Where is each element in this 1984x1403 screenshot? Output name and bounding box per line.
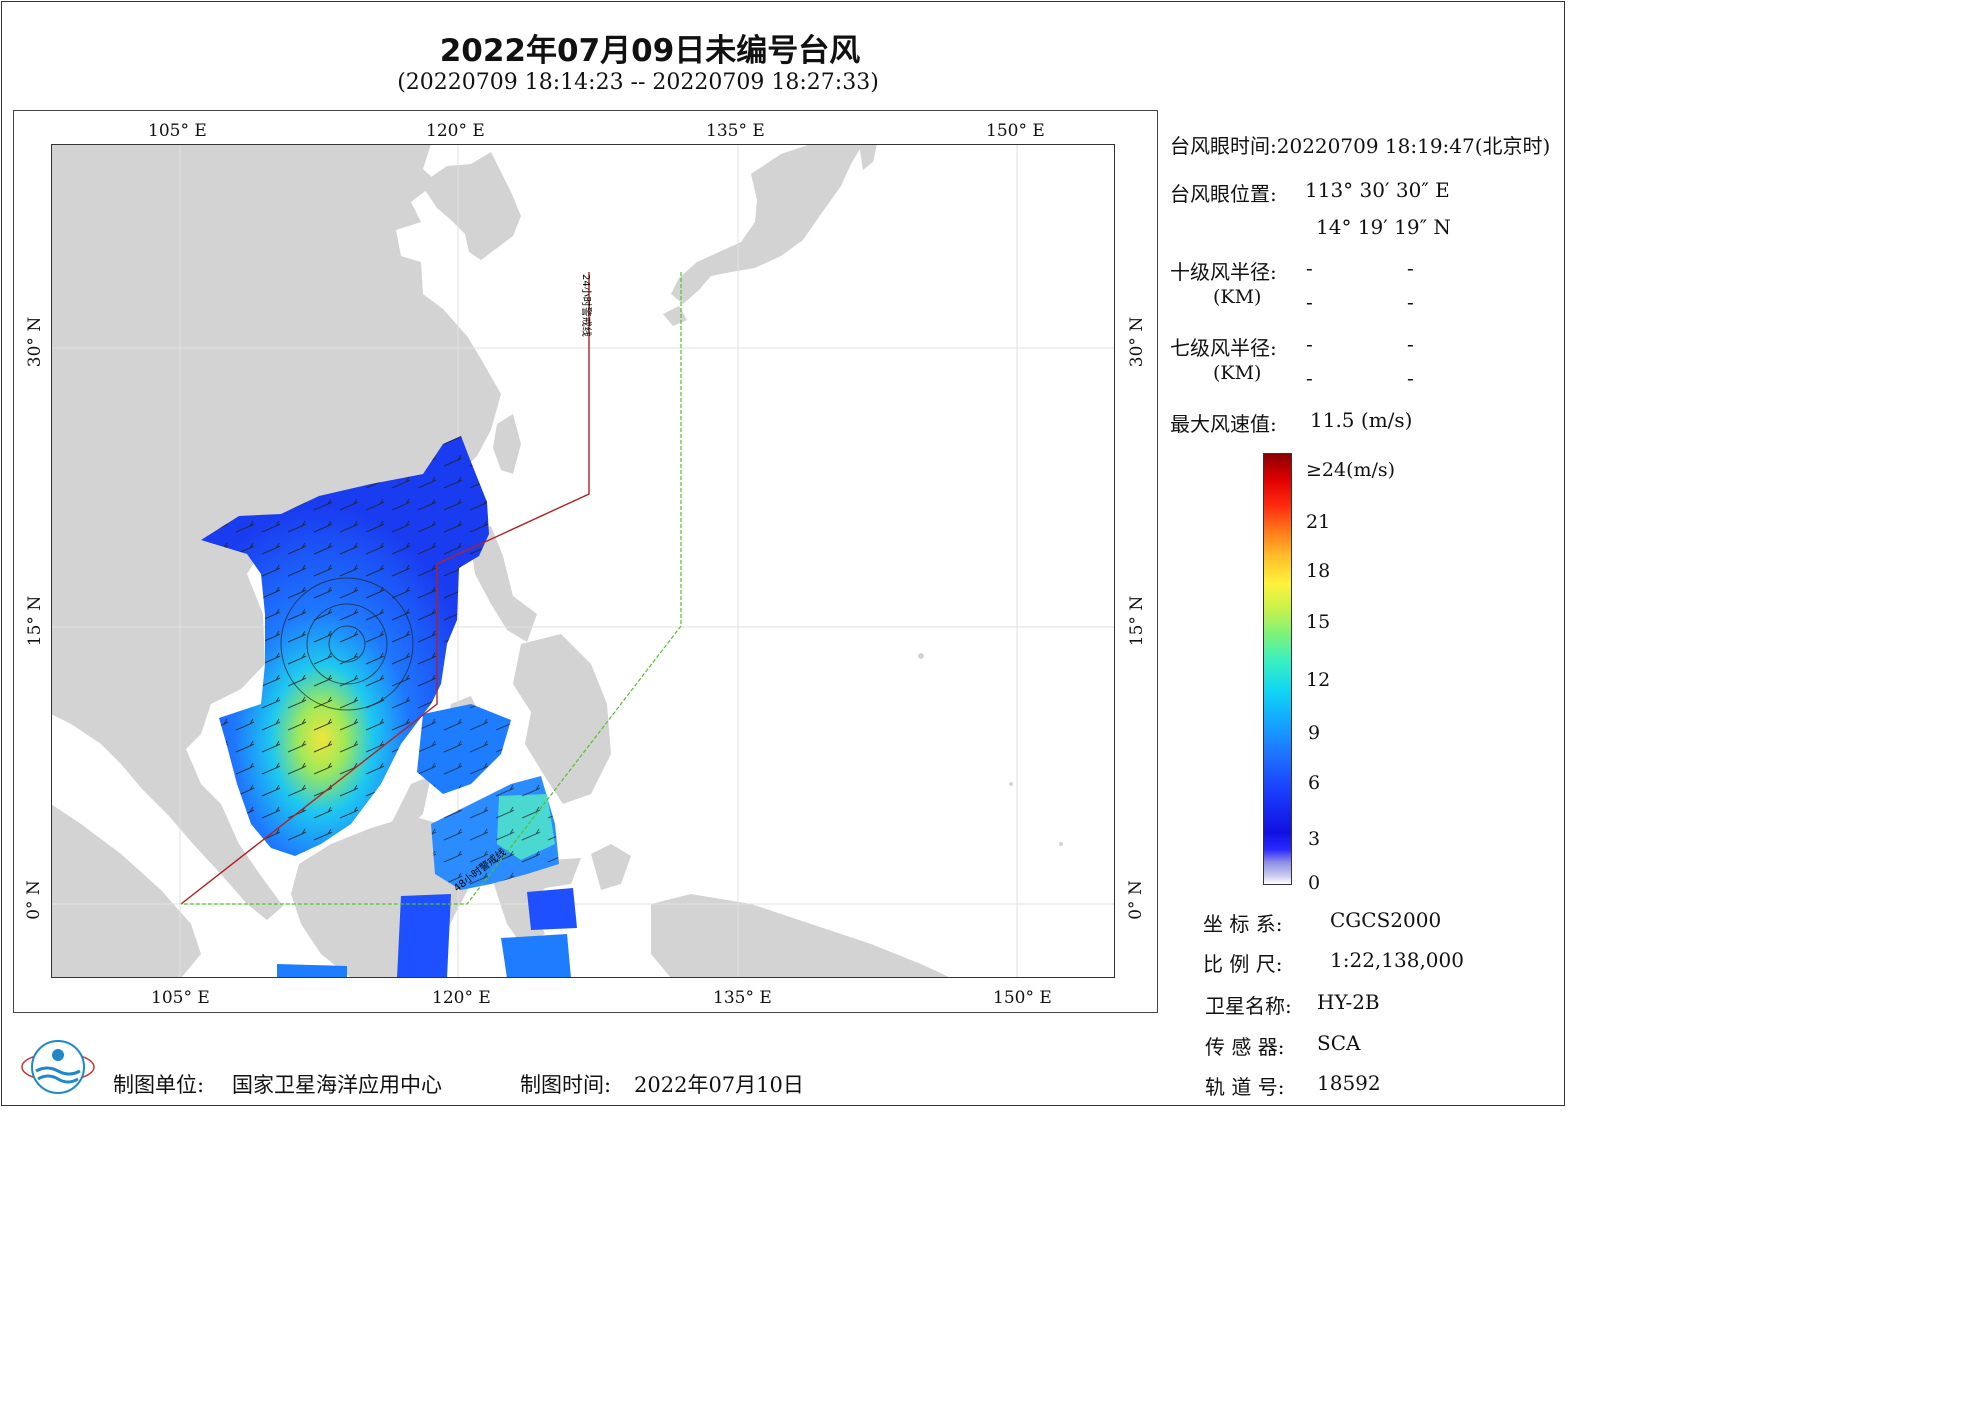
sensor-value: SCA: [1317, 1031, 1361, 1055]
wind-speed-colorbar: [1263, 453, 1292, 885]
scale-value: 1:22,138,000: [1330, 948, 1464, 972]
org-label: 制图单位:: [113, 1073, 205, 1097]
bottom-lon-label: 135° E: [713, 988, 772, 1008]
max-wind-value: 11.5 (m/s): [1310, 408, 1413, 432]
org-value: 国家卫星海洋应用中心: [232, 1073, 442, 1097]
r10-value: -: [1306, 290, 1313, 314]
scale-label: 比 例 尺:: [1203, 952, 1283, 976]
r7-value: -: [1306, 366, 1313, 390]
r7-value: -: [1407, 332, 1414, 356]
bottom-lon-label: 150° E: [993, 988, 1052, 1008]
colorbar-label: 0: [1308, 872, 1321, 894]
warning-line-24h: [180, 272, 590, 905]
eye-position-label: 台风眼位置:: [1170, 182, 1277, 206]
left-lat-label: 0° N: [23, 880, 44, 920]
r7-label: 七级风半径:: [1170, 336, 1277, 360]
right-lat-label: 0° N: [1125, 880, 1146, 920]
r10-label: 十级风半径:: [1170, 260, 1277, 284]
r7-value: -: [1306, 332, 1313, 356]
top-lon-label: 135° E: [706, 121, 765, 141]
orbit-value: 18592: [1317, 1071, 1381, 1095]
top-lon-label: 105° E: [148, 121, 207, 141]
satellite-label: 卫星名称:: [1205, 994, 1292, 1018]
wind-swath: [201, 436, 577, 978]
map-frame: [13, 110, 1158, 1013]
page-border: [1, 1, 1565, 1106]
time-range-subtitle: (20220709 18:14:23 -- 20220709 18:27:33): [397, 70, 879, 95]
wind-field-map: 24小时警戒线 48小时警戒线: [51, 144, 1115, 978]
map-border: [51, 144, 1115, 978]
bottom-lon-label: 105° E: [151, 988, 210, 1008]
line-label-24h: 24小时警戒线: [580, 274, 593, 337]
r10-value: -: [1407, 256, 1414, 280]
eye-latitude: 14° 19′ 19″ N: [1316, 215, 1451, 239]
right-lat-label: 15° N: [1127, 595, 1148, 647]
bottom-lon-label: 120° E: [432, 988, 491, 1008]
nsoas-logo-icon: [21, 1040, 95, 1094]
satellite-value: HY-2B: [1317, 990, 1380, 1014]
eye-longitude: 113° 30′ 30″ E: [1305, 178, 1450, 202]
colorbar-label: 12: [1306, 669, 1331, 691]
date-label: 制图时间:: [520, 1073, 612, 1097]
r10-value: -: [1407, 290, 1414, 314]
r7-unit: (KM): [1213, 362, 1262, 384]
r10-unit: (KM): [1213, 286, 1262, 308]
sensor-label: 传 感 器:: [1205, 1035, 1285, 1059]
top-lon-label: 150° E: [986, 121, 1045, 141]
left-lat-label: 15° N: [25, 595, 46, 647]
colorbar-label: 3: [1308, 828, 1321, 850]
coord-system-label: 坐 标 系:: [1203, 912, 1283, 936]
max-wind-label: 最大风速值:: [1170, 412, 1277, 436]
page-title: 2022年07月09日未编号台风: [439, 33, 861, 69]
top-lon-label: 120° E: [426, 121, 485, 141]
colorbar-label: 18: [1306, 560, 1331, 582]
r10-value: -: [1306, 256, 1313, 280]
coord-system-value: CGCS2000: [1330, 908, 1442, 932]
right-lat-label: 30° N: [1127, 316, 1148, 368]
warning-line-48h: [181, 272, 682, 905]
colorbar-label: 15: [1306, 611, 1331, 633]
colorbar-label: 6: [1308, 772, 1321, 794]
colorbar-label: 21: [1306, 511, 1331, 533]
date-value: 2022年07月10日: [634, 1073, 804, 1097]
eye-time-label: 台风眼时间:20220709 18:19:47(北京时): [1170, 134, 1551, 158]
orbit-label: 轨 道 号:: [1205, 1075, 1285, 1099]
r7-value: -: [1407, 366, 1414, 390]
colorbar-label: ≥24(m/s): [1306, 459, 1396, 481]
colorbar-label: 9: [1308, 722, 1321, 744]
left-lat-label: 30° N: [25, 316, 46, 368]
